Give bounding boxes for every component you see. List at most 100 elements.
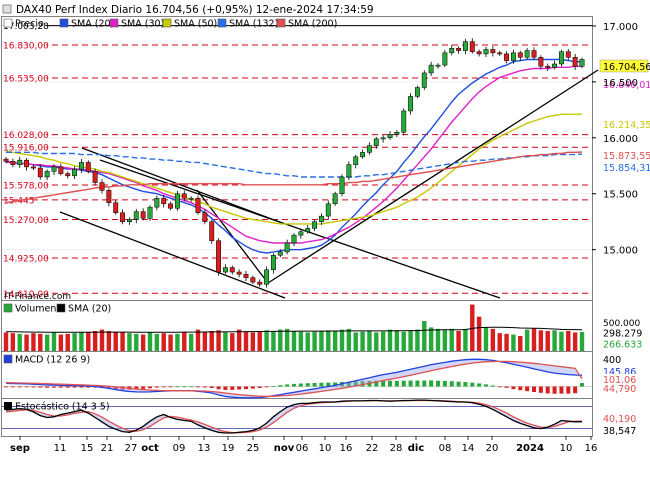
candle-body [216, 240, 222, 273]
volume-bar [511, 334, 516, 351]
macd-histogram-bar [250, 386, 255, 389]
watermark: IT-Finance.com [4, 292, 71, 302]
volume-bar [380, 331, 386, 351]
level-label-bg [2, 179, 46, 191]
trendline-downtrend-bottom [59, 211, 286, 299]
candle-body [490, 49, 496, 54]
macd-macd-line [5, 358, 583, 399]
volume-bar [250, 332, 256, 351]
macd-histogram-bar [196, 386, 200, 388]
volume-bar [572, 332, 578, 351]
candle-body [126, 219, 132, 222]
volume-bar [346, 328, 352, 351]
macd-histogram-bar [394, 380, 399, 387]
macd-histogram-bar [216, 386, 221, 390]
macd-histogram-bar [223, 386, 228, 390]
macd-histogram-bar [374, 380, 379, 387]
volume-bar [531, 328, 537, 351]
macd-histogram-bar [456, 381, 461, 387]
sma-line-sma50 [5, 113, 583, 225]
price-tick-label: 15.000 [603, 246, 638, 257]
volume-bar [72, 333, 77, 351]
volume-bar [518, 336, 523, 351]
legend-swatch [276, 18, 286, 28]
x-tick-label: 09 [173, 443, 186, 454]
volume-bar [490, 328, 496, 351]
price-tag-text: 16.704,56 [603, 62, 650, 73]
price-candles [3, 38, 585, 288]
legend-swatch [3, 18, 13, 28]
candle-body [202, 212, 208, 222]
volume-bar [202, 331, 208, 351]
price-tag-bg [600, 149, 648, 161]
legend-label: Volumen [15, 304, 56, 315]
candle-body [346, 164, 352, 178]
macd-histogram-bar [58, 386, 63, 388]
x-tick-label: 25 [247, 443, 260, 454]
candle-body [72, 168, 78, 177]
volume-bar [195, 329, 201, 351]
macd-histogram-bar [106, 386, 111, 389]
candle-body [579, 59, 585, 67]
legend-label: SMA (20) [68, 304, 111, 315]
candle-body [558, 51, 564, 65]
level-label: 16.535,00 [3, 74, 49, 84]
macd-histogram-bar [148, 386, 152, 389]
candle-body [572, 57, 578, 67]
macd-histogram-bar [189, 386, 194, 388]
candle-body [58, 166, 64, 174]
level-label: 15.916,00 [3, 144, 49, 154]
macd-histogram-bar [552, 386, 557, 394]
volume-bar [113, 331, 118, 351]
candle-body [140, 211, 146, 219]
stoch-tag-text: 38,547 [603, 426, 636, 437]
volume-bar [79, 332, 84, 351]
macd-histogram-bar [532, 386, 536, 393]
legend-label: Precio [15, 19, 44, 30]
volume-bar [44, 334, 50, 351]
volume-bar [257, 331, 262, 351]
x-tick-label: 2024 [516, 443, 544, 454]
stoch-k-line [5, 399, 583, 434]
price-tick-label: 16.500 [603, 78, 638, 89]
price-tick-label: 17.000 [603, 22, 638, 33]
candle-body [476, 51, 482, 55]
volume-bar [408, 331, 413, 351]
stoch-tag-text: 40,190 [603, 414, 636, 425]
level-label-bg [2, 287, 46, 299]
volume-bar [38, 333, 43, 351]
volume-bar [209, 331, 214, 351]
x-tick-label: sep [10, 443, 30, 454]
volume-bar [504, 333, 509, 351]
x-tick-label: nov [274, 443, 295, 454]
trendline-uptrend [267, 69, 599, 284]
macd-histogram-bar [463, 382, 468, 387]
volume-bar [223, 332, 228, 351]
level-label: 17.003,28 [3, 22, 49, 32]
volume-bar [161, 333, 166, 351]
macd-histogram-bar [312, 382, 317, 387]
volume-bar [17, 333, 22, 351]
candle-body [462, 41, 468, 51]
macd-histogram-bar [504, 386, 509, 388]
candle-body [380, 137, 386, 140]
legend-swatch [4, 402, 12, 410]
candle-body [229, 267, 235, 273]
volume-bar [566, 331, 571, 351]
x-tick-label: 15 [81, 443, 94, 454]
volume-bar [442, 329, 448, 351]
candle-body [154, 197, 160, 208]
volume-bar [428, 327, 434, 351]
volume-bar [24, 334, 29, 351]
macd-histogram-bar [353, 381, 358, 387]
volume-bar [497, 333, 502, 351]
volume-bar [559, 331, 564, 351]
macd-histogram-bar [175, 386, 180, 388]
candle-body [161, 197, 167, 205]
stoch-panel-frame [1, 398, 593, 437]
macd-tag-bg [600, 374, 648, 384]
candle-body [387, 134, 393, 139]
legend-swatch [217, 18, 227, 28]
